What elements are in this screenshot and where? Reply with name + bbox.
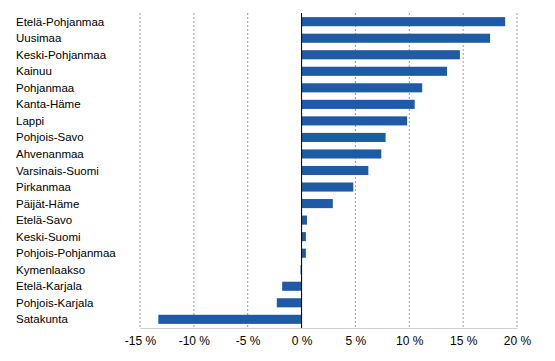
bar [302, 67, 447, 76]
tick: 5 % [346, 328, 367, 348]
bar [302, 34, 491, 43]
category-label: Varsinais-Suomi [16, 165, 99, 177]
tick: -5 % [236, 328, 261, 348]
bar [158, 315, 301, 324]
tick: 15 % [450, 328, 478, 348]
chart: -15 % -10 % -5 % 0 % 5 % 10 % 15 % 20 % Etelä-Po… [0, 0, 555, 361]
grid-line [301, 13, 302, 328]
category-label: Uusimaa [16, 32, 62, 44]
tick: 0 % [292, 328, 313, 348]
axis-line [141, 328, 518, 329]
grid-line [247, 13, 248, 328]
bar [302, 50, 460, 59]
tick-label: -15 % [125, 334, 157, 348]
category-label: Pohjois-Savo [16, 131, 84, 143]
bar [302, 182, 354, 191]
category-axis-line [301, 13, 302, 328]
tick-label: 5 % [346, 334, 367, 348]
category-label: Etelä-Karjala [16, 280, 82, 292]
bar [302, 83, 423, 92]
tick-label: 10 % [396, 334, 424, 348]
tick: 10 % [396, 328, 424, 348]
grid [140, 13, 517, 328]
bar [302, 100, 415, 109]
tick-label: 20 % [504, 334, 532, 348]
bar [302, 216, 307, 225]
bar [302, 116, 408, 125]
tick-label: 0 % [292, 334, 313, 348]
tick: 20 % [504, 328, 532, 348]
category-label: Pohjois-Karjala [16, 297, 94, 309]
category-label: Pohjanmaa [16, 82, 75, 94]
category-label: Kymenlaakso [16, 264, 85, 276]
tick: -15 % [125, 328, 157, 348]
bar [302, 199, 333, 208]
grid-line [140, 13, 141, 328]
x-axis: -15 % -10 % -5 % 0 % 5 % 10 % 15 % 20 % [125, 328, 532, 348]
bar [302, 166, 369, 175]
category-label: Pohjois-Pohjanmaa [16, 247, 116, 259]
tick-label: -5 % [236, 334, 261, 348]
bar [282, 282, 301, 291]
grid-line [517, 13, 518, 328]
category-label: Keski-Pohjanmaa [16, 49, 107, 61]
category-label: Satakunta [16, 313, 68, 325]
bars [158, 17, 505, 324]
grid-line [463, 13, 464, 328]
bar [302, 149, 382, 158]
category-label: Lappi [16, 115, 44, 127]
category-label: Pirkanmaa [16, 181, 72, 193]
category-label: Etelä-Pohjanmaa [16, 16, 105, 28]
category-label: Keski-Suomi [16, 231, 81, 243]
tick-label: 15 % [450, 334, 478, 348]
category-label: Ahvenanmaa [16, 148, 84, 160]
tick-label: -10 % [179, 334, 211, 348]
bar [302, 249, 306, 258]
bar [277, 298, 302, 307]
bar [302, 133, 386, 142]
bar [302, 17, 506, 26]
category-label: Etelä-Savo [16, 214, 72, 226]
grid-line [409, 13, 410, 328]
category-label: Kanta-Häme [16, 98, 81, 110]
bar [302, 232, 306, 241]
category-label: Päijät-Häme [16, 198, 79, 210]
tick: -10 % [179, 328, 211, 348]
grid-line [193, 13, 194, 328]
y-axis: Etelä-Pohjanmaa Uusimaa Keski-Pohjanmaa Kai… [16, 16, 116, 326]
category-label: Kainuu [16, 65, 52, 77]
